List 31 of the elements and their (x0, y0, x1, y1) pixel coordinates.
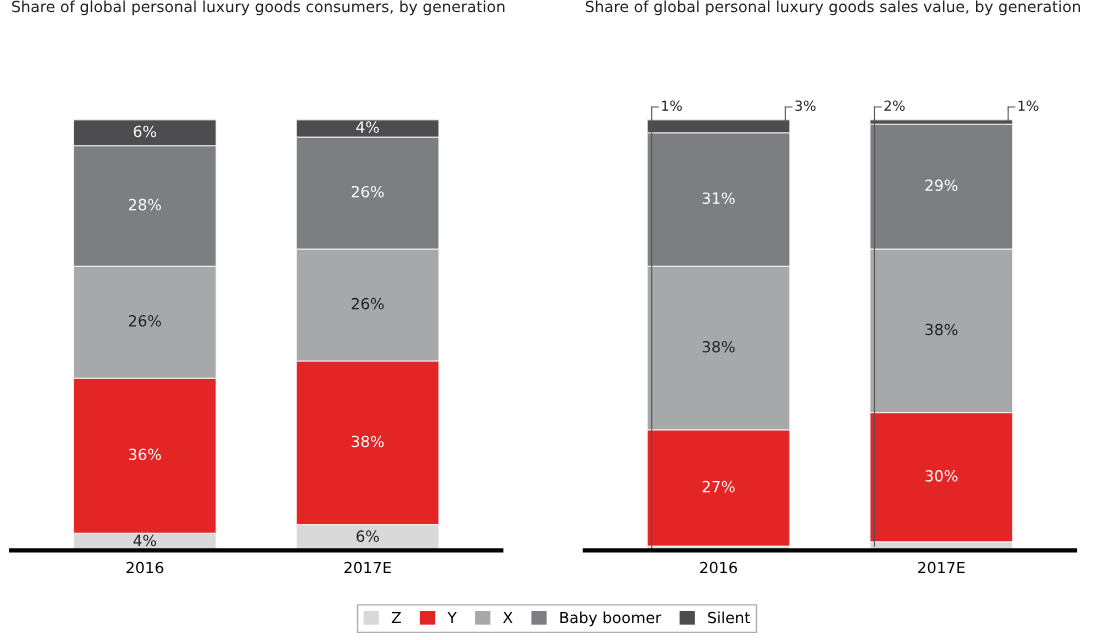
data-label: 26% (351, 185, 384, 198)
data-label: 26% (351, 297, 384, 310)
chart-title: Share of global personal luxury goods sales value, by generation (585, 0, 1080, 16)
data-label: 4% (133, 534, 157, 547)
legend-label: Y (447, 611, 457, 624)
data-label: 1% (662, 100, 682, 111)
data-label: 36% (129, 448, 161, 461)
data-label: 29% (925, 179, 958, 192)
legend-label: Baby boomer (560, 611, 662, 627)
legend-label: Silent (708, 611, 751, 624)
data-label: 3% (795, 100, 816, 111)
data-label: 38% (925, 323, 958, 336)
data-label: 28% (128, 198, 161, 211)
x-tick-label: 2017E (344, 561, 391, 574)
data-label: 2% (884, 100, 905, 111)
legend-label: Z (391, 611, 401, 624)
data-label: 38% (702, 340, 735, 353)
data-label: 27% (702, 480, 735, 493)
data-label: 1% (1018, 100, 1039, 111)
data-label: 6% (133, 125, 157, 138)
data-label: 26% (128, 315, 161, 327)
data-label: 38% (351, 435, 384, 448)
x-tick-label: 2016 (126, 561, 164, 574)
data-label: 30% (925, 470, 958, 482)
chart-title: Share of global personal luxury goods consumers, by generation (12, 0, 505, 16)
data-label: 31% (702, 192, 735, 204)
data-label: 4% (356, 121, 379, 133)
x-tick-label: 2016 (700, 561, 738, 574)
data-label: 6% (356, 530, 379, 542)
legend-label: X (503, 611, 513, 624)
x-tick-label: 2017E (918, 561, 965, 574)
